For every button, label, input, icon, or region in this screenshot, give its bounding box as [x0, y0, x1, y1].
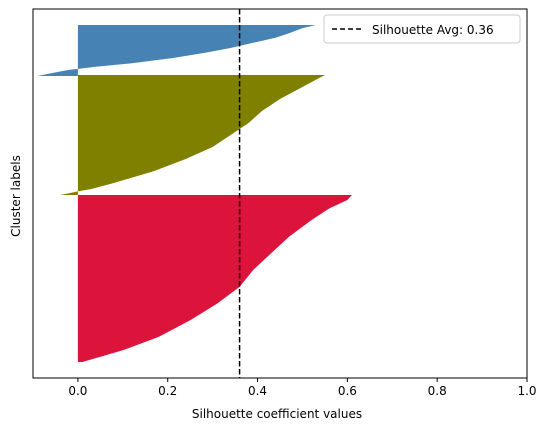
x-tick-label: 0.8: [428, 384, 447, 398]
plot-area: [37, 9, 352, 378]
x-axis-label: Silhouette coefficient values: [192, 407, 362, 421]
cluster-silhouette-1: [59, 75, 325, 195]
x-tick-label: 1.0: [517, 384, 536, 398]
legend: Silhouette Avg: 0.36: [323, 14, 521, 44]
axes: 0.0 0.2 0.4 0.6 0.8 1.0: [32, 8, 537, 398]
x-tick-label: 0.4: [248, 384, 267, 398]
x-tick-label: 0.0: [68, 384, 87, 398]
cluster-silhouette-2: [77, 195, 352, 362]
axes-frame: [32, 8, 528, 379]
legend-frame: [323, 14, 521, 44]
x-tick-label: 0.6: [338, 384, 357, 398]
legend-label: Silhouette Avg: 0.36: [372, 23, 494, 37]
y-axis-label: Cluster labels: [9, 155, 23, 237]
x-tick-label: 0.2: [158, 384, 177, 398]
cluster-silhouette-0: [37, 25, 316, 76]
